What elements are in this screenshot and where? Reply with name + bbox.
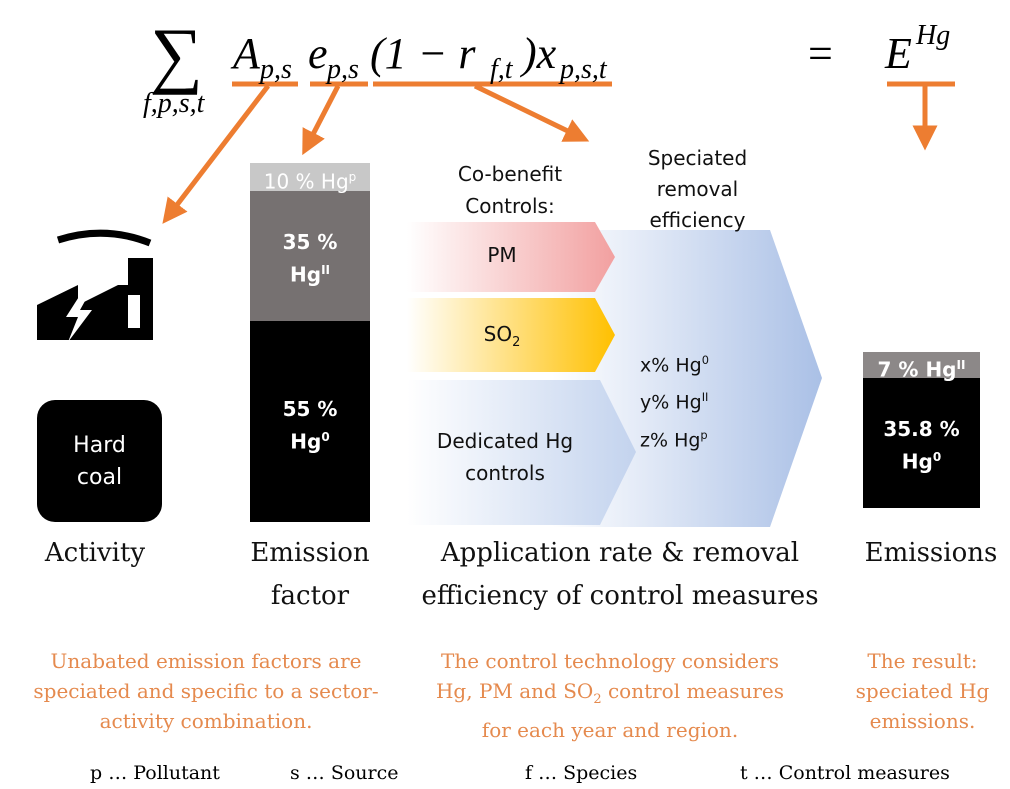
factory-icon: [37, 229, 153, 342]
connectors: [162, 81, 955, 224]
subscript: p,s,t: [560, 54, 607, 85]
bar-segment: [863, 352, 980, 378]
subscript: f,t: [490, 54, 513, 85]
note: Unabated emission factors are speciated …: [33, 649, 379, 733]
heading: Co-benefit Controls:: [457, 162, 563, 218]
segment-label: 55 % Hg0: [250, 395, 370, 456]
efficiency-list: x% Hg0 y% HgII z% Hgp: [640, 344, 709, 456]
note-text: control measures for each year and regio…: [481, 679, 784, 742]
percent: 7 %: [877, 357, 919, 382]
sup: p: [700, 427, 708, 442]
caption: Activity: [44, 538, 146, 568]
legend-item: t … Control measures: [740, 762, 950, 784]
control-label: PM: [487, 243, 517, 267]
coal-box: [37, 400, 162, 522]
sup: II: [701, 390, 709, 405]
caption: Emissions: [864, 538, 998, 568]
bar-segment: [863, 378, 980, 508]
efficiency-text: y% Hg: [640, 391, 702, 414]
segment-label: 7 % HgII: [863, 351, 980, 384]
species: Hg: [290, 262, 322, 287]
control-label: SO2: [407, 322, 597, 350]
bar-segment: [250, 321, 370, 522]
caption: Emission factor: [250, 538, 370, 611]
so2-arrow: [407, 298, 615, 372]
segment-label: 10 % Hgp: [250, 163, 370, 196]
term: (1 − r: [370, 29, 476, 78]
species-sup: 0: [321, 430, 330, 444]
percent: 35 %: [282, 230, 338, 254]
term: e: [308, 29, 328, 78]
control-text: SO: [483, 322, 513, 346]
bar-segment: [250, 163, 370, 191]
subscript: 2: [593, 692, 602, 707]
species-sup: II: [956, 358, 966, 372]
sum-sign: ∑: [150, 14, 203, 96]
sup: 0: [701, 353, 709, 367]
efficiency-item: y% HgII: [640, 381, 709, 418]
note: The control technology considers Hg, PM …: [420, 646, 800, 745]
efficiency-item: x% Hg0: [640, 344, 709, 381]
legend-item: f … Species: [525, 762, 638, 784]
control-label: Dedicated Hg controls: [436, 429, 574, 485]
legend-item: p … Pollutant: [90, 762, 220, 784]
species: Hg: [320, 169, 349, 194]
species: Hg: [925, 357, 957, 382]
pm-arrow: [407, 222, 615, 292]
percent: 10 %: [263, 169, 315, 194]
species: Hg: [290, 429, 322, 454]
segment-label: 35 % HgII: [250, 228, 370, 289]
efficiency-text: z% Hg: [640, 428, 701, 451]
note: The result: speciated Hg emissions.: [855, 649, 990, 733]
segment-label: 35.8 % Hg0: [863, 415, 980, 476]
sum-index: f,p,s,t: [143, 88, 205, 119]
heading: Speciated removal efficiency: [647, 146, 748, 232]
subscript: p,s: [327, 54, 359, 85]
percent: 35.8 %: [883, 417, 960, 441]
equals: =: [808, 29, 833, 78]
subscript: p,s: [260, 54, 292, 85]
caption: Application rate & removal efficiency of…: [421, 538, 819, 611]
species-sup: II: [321, 263, 330, 277]
coal-label: Hard coal: [73, 433, 126, 490]
term: )x: [522, 29, 557, 78]
hg-arrow: [407, 380, 636, 525]
result: E: [885, 29, 912, 78]
efficiency-item: z% Hgp: [640, 419, 709, 456]
species: Hg: [901, 449, 933, 474]
species-sup: p: [348, 170, 357, 184]
term: A: [233, 29, 260, 78]
species-sup: 0: [932, 450, 942, 464]
legend-item: s … Source: [290, 762, 399, 784]
superscript: Hg: [916, 20, 951, 51]
note-text: The control technology considers Hg, PM …: [435, 649, 779, 703]
percent: 55 %: [282, 397, 338, 421]
subscript: 2: [512, 335, 521, 350]
bar-segment: [250, 191, 370, 321]
efficiency-text: x% Hg: [640, 354, 702, 377]
